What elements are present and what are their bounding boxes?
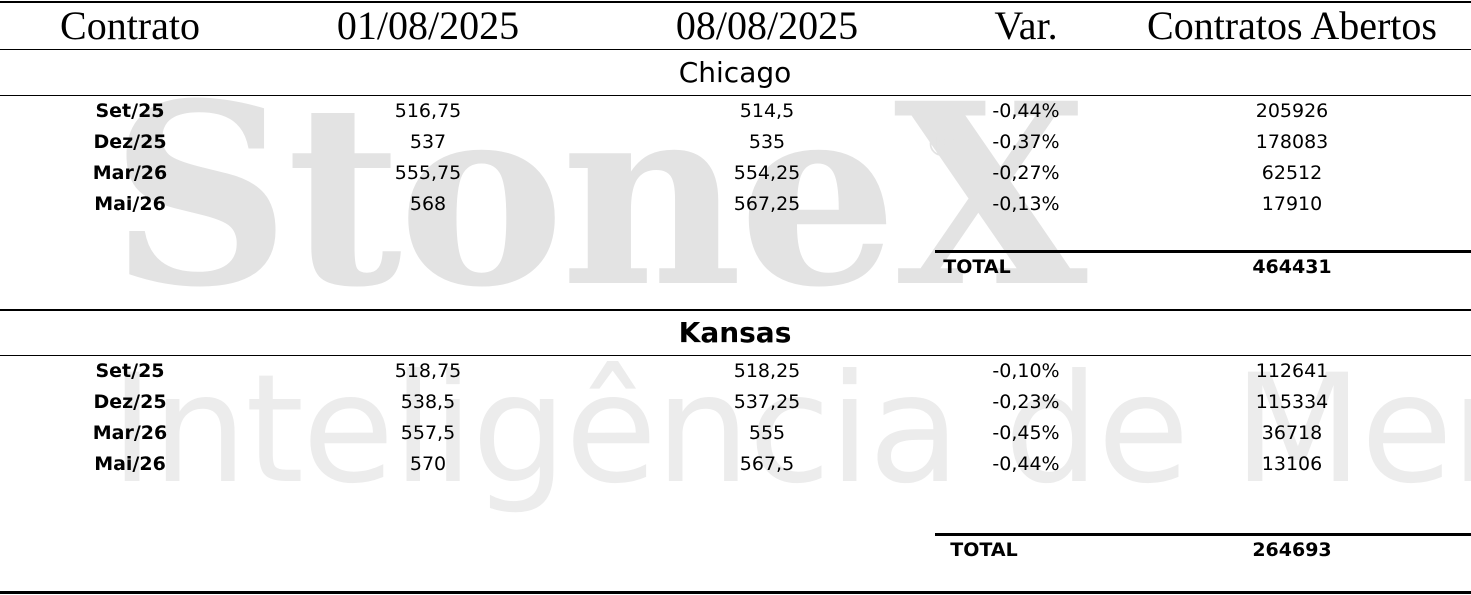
rule bbox=[0, 591, 1471, 594]
cell: 538,5 bbox=[400, 391, 456, 413]
row-label: Mar/26 bbox=[92, 162, 168, 184]
cell: 567,5 bbox=[739, 453, 795, 475]
cell: 554,25 bbox=[733, 162, 801, 184]
section-title: Chicago bbox=[678, 56, 792, 89]
cell: 112641 bbox=[1255, 360, 1329, 382]
column-header: Var. bbox=[994, 3, 1058, 48]
cell: 537,25 bbox=[733, 391, 801, 413]
section-title: Kansas bbox=[678, 316, 792, 349]
cell: -0,10% bbox=[992, 360, 1060, 382]
total-label: TOTAL bbox=[950, 539, 1018, 561]
cell: 205926 bbox=[1255, 100, 1329, 122]
column-header: 01/08/2025 bbox=[336, 3, 520, 48]
cell: 178083 bbox=[1255, 131, 1329, 153]
cell: 535 bbox=[748, 131, 786, 153]
rule bbox=[935, 250, 1471, 253]
row-label: Dez/25 bbox=[93, 131, 167, 153]
total-value: 464431 bbox=[1252, 256, 1332, 278]
rule bbox=[0, 95, 1471, 96]
cell: 514,5 bbox=[739, 100, 795, 122]
column-header: 08/08/2025 bbox=[675, 3, 859, 48]
cell: -0,44% bbox=[992, 453, 1060, 475]
cell: 518,25 bbox=[733, 360, 801, 382]
cell: -0,13% bbox=[992, 193, 1060, 215]
cell: 537 bbox=[409, 131, 447, 153]
row-label: Mai/26 bbox=[94, 453, 166, 475]
rule bbox=[0, 49, 1471, 50]
cell: 570 bbox=[409, 453, 447, 475]
row-label: Dez/25 bbox=[93, 391, 167, 413]
cell: 555,75 bbox=[394, 162, 462, 184]
total-value: 264693 bbox=[1252, 539, 1332, 561]
column-header: Contratos Abertos bbox=[1147, 3, 1437, 48]
total-label: TOTAL bbox=[943, 256, 1011, 278]
cell: 555 bbox=[748, 422, 786, 444]
cell: 516,75 bbox=[394, 100, 462, 122]
cell: -0,44% bbox=[992, 100, 1060, 122]
cell: 17910 bbox=[1261, 193, 1323, 215]
rule bbox=[0, 309, 1471, 311]
cell: 62512 bbox=[1261, 162, 1323, 184]
row-label: Set/25 bbox=[95, 360, 165, 382]
cell: 13106 bbox=[1261, 453, 1323, 475]
cell: 518,75 bbox=[394, 360, 462, 382]
rule bbox=[0, 355, 1471, 356]
column-header: Contrato bbox=[60, 3, 200, 48]
cell: 557,5 bbox=[400, 422, 456, 444]
watermark-tagline: Inteligência de Mercado bbox=[110, 343, 1471, 517]
rule bbox=[935, 533, 1471, 536]
cell: 567,25 bbox=[733, 193, 801, 215]
cell: -0,37% bbox=[992, 131, 1060, 153]
cell: -0,45% bbox=[992, 422, 1060, 444]
cell: 36718 bbox=[1261, 422, 1323, 444]
cell: -0,27% bbox=[992, 162, 1060, 184]
row-label: Mai/26 bbox=[94, 193, 166, 215]
row-label: Set/25 bbox=[95, 100, 165, 122]
watermark-mark: ® bbox=[925, 125, 959, 165]
row-label: Mar/26 bbox=[92, 422, 168, 444]
cell: 568 bbox=[409, 193, 447, 215]
cell: -0,23% bbox=[992, 391, 1060, 413]
rule bbox=[0, 1, 1471, 3]
watermark-brand: StoneX bbox=[110, 48, 1088, 342]
cell: 115334 bbox=[1255, 391, 1329, 413]
